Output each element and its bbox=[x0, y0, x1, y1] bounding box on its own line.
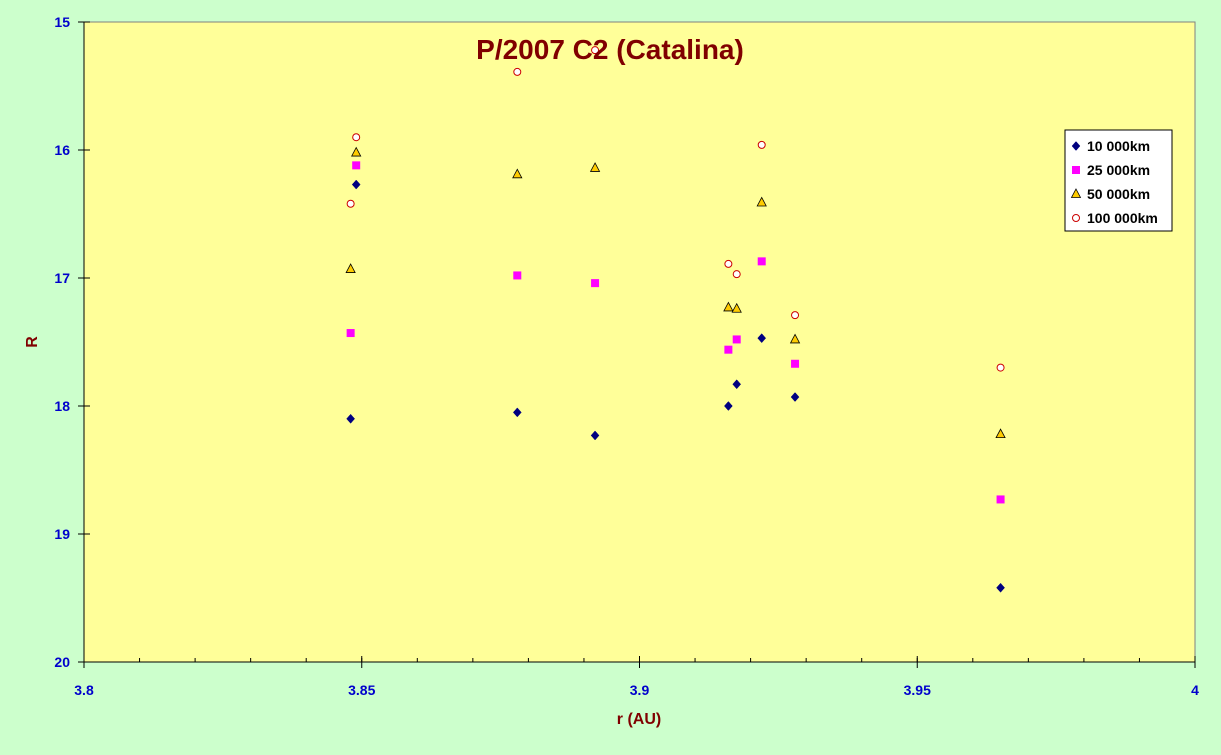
data-point bbox=[351, 146, 362, 157]
y-tick-label: 18 bbox=[54, 398, 70, 414]
x-tick-label: 3.95 bbox=[904, 682, 931, 698]
legend-item: 50 000km bbox=[1070, 186, 1150, 202]
data-point bbox=[591, 279, 600, 288]
y-tick-label: 19 bbox=[54, 526, 70, 542]
y-tick-label: 15 bbox=[54, 14, 70, 30]
data-point bbox=[756, 196, 767, 207]
y-tick-label: 20 bbox=[54, 654, 70, 670]
chart-title: P/2007 C2 (Catalina) bbox=[476, 34, 744, 65]
data-point bbox=[996, 582, 1005, 593]
data-point bbox=[351, 179, 361, 190]
data-point bbox=[513, 67, 522, 76]
data-point bbox=[513, 271, 522, 280]
data-point bbox=[732, 335, 741, 344]
data-point bbox=[732, 270, 741, 279]
data-point bbox=[791, 311, 800, 320]
y-tick-label: 16 bbox=[54, 142, 70, 158]
data-point bbox=[591, 46, 600, 55]
data-point bbox=[512, 168, 523, 179]
legend-item: 100 000km bbox=[1072, 210, 1158, 226]
legend-box bbox=[1064, 129, 1173, 232]
data-point bbox=[346, 329, 355, 338]
series-2 bbox=[346, 161, 1005, 504]
data-point bbox=[995, 428, 1006, 439]
data-point bbox=[724, 401, 733, 411]
plot-area bbox=[83, 21, 1196, 663]
y-axis-label: R bbox=[24, 336, 41, 348]
x-axis-label: r (AU) bbox=[617, 711, 661, 728]
data-point bbox=[789, 333, 801, 344]
data-point bbox=[791, 359, 800, 368]
data-point bbox=[731, 302, 742, 313]
legend-marker bbox=[1071, 141, 1081, 151]
legend-label: 50 000km bbox=[1087, 186, 1150, 202]
data-point bbox=[996, 363, 1005, 372]
series-1 bbox=[346, 179, 1005, 593]
legend-label: 100 000km bbox=[1087, 210, 1158, 226]
data-points bbox=[345, 46, 1006, 593]
data-point bbox=[724, 259, 733, 268]
legend-item: 10 000km bbox=[1071, 138, 1150, 154]
data-point bbox=[346, 413, 355, 424]
legend: 10 000km 25 000km 50 000km 100 000km bbox=[1064, 129, 1173, 232]
data-point bbox=[996, 495, 1005, 504]
data-point bbox=[723, 301, 734, 312]
data-point bbox=[790, 392, 800, 402]
data-point bbox=[345, 263, 356, 273]
legend-label: 10 000km bbox=[1087, 138, 1150, 154]
x-tick-label: 3.85 bbox=[348, 682, 375, 698]
data-point bbox=[757, 333, 767, 344]
series-3 bbox=[345, 146, 1006, 439]
legend-marker bbox=[1072, 166, 1080, 174]
legend-item: 25 000km bbox=[1072, 162, 1150, 178]
legend-marker bbox=[1070, 188, 1082, 198]
data-point bbox=[352, 133, 361, 142]
data-point bbox=[352, 161, 361, 170]
data-point bbox=[732, 379, 742, 390]
data-point bbox=[589, 162, 601, 172]
axes: 3.8 3.85 3.9 3.95 4 15 16 17 18 19 20 bbox=[54, 14, 1199, 698]
data-point bbox=[757, 257, 766, 266]
data-point bbox=[346, 199, 355, 208]
x-tick-label: 3.9 bbox=[630, 682, 650, 698]
data-point bbox=[757, 140, 766, 149]
legend-label: 25 000km bbox=[1087, 162, 1150, 178]
data-point bbox=[512, 407, 522, 418]
legend-marker bbox=[1072, 214, 1080, 222]
x-tick-label: 4 bbox=[1191, 682, 1199, 698]
data-point bbox=[724, 345, 733, 354]
series-4 bbox=[346, 46, 1005, 372]
data-point bbox=[590, 430, 600, 441]
y-tick-label: 17 bbox=[54, 270, 70, 286]
x-tick-label: 3.8 bbox=[74, 682, 94, 698]
